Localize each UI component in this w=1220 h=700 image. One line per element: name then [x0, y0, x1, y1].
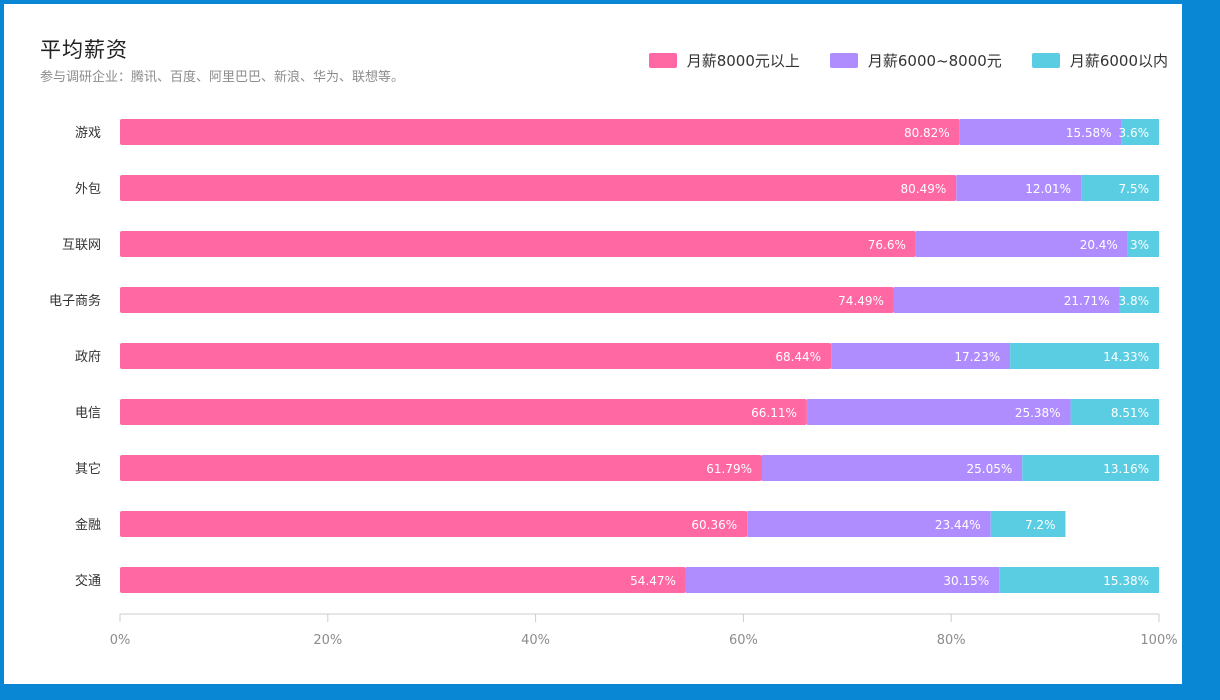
data-label: 3.6%: [1119, 126, 1150, 140]
bar-segment-series-1[interactable]: [120, 511, 748, 537]
bar-segment-series-2[interactable]: [915, 231, 1128, 257]
category-label: 政府: [75, 350, 101, 365]
data-label: 7.5%: [1119, 182, 1150, 196]
legend-item-series-1[interactable]: 月薪8000元以上: [648, 50, 800, 71]
data-label: 61.79%: [706, 462, 752, 476]
data-label: 21.71%: [1064, 294, 1110, 308]
bar-segment-series-3[interactable]: [1081, 175, 1159, 201]
category-label: 互联网: [62, 238, 101, 253]
data-label: 13.16%: [1103, 462, 1149, 476]
chart-title: 平均薪资: [40, 38, 128, 62]
bar-segment-series-2[interactable]: [747, 511, 991, 537]
legend-item-series-3[interactable]: 月薪6000以内: [1031, 50, 1168, 71]
data-label: 12.01%: [1025, 182, 1071, 196]
data-label: 14.33%: [1103, 350, 1149, 364]
bar-segment-series-1[interactable]: [120, 175, 957, 201]
legend-item-series-2[interactable]: 月薪6000~8000元: [829, 50, 1002, 71]
category-label: 游戏: [75, 126, 101, 141]
data-label: 80.82%: [904, 126, 950, 140]
bar-segment-series-1[interactable]: [120, 119, 960, 145]
bar-segment-series-2[interactable]: [806, 399, 1071, 425]
bar-segment-series-3[interactable]: [1121, 119, 1159, 145]
data-label: 76.6%: [868, 238, 906, 252]
legend-swatch-series-2: [829, 53, 858, 68]
bar-segment-series-2[interactable]: [959, 119, 1122, 145]
bar-segment-series-3[interactable]: [1022, 455, 1159, 481]
legend-swatch-series-1: [648, 53, 677, 68]
data-label: 66.11%: [751, 406, 797, 420]
data-label: 15.38%: [1103, 574, 1149, 588]
bar-segment-series-3[interactable]: [1119, 287, 1159, 313]
category-label: 电信: [75, 406, 101, 421]
chart-subtitle: 参与调研企业：腾讯、百度、阿里巴巴、新浪、华为、联想等。: [40, 70, 405, 85]
x-tick-label: 40%: [521, 633, 550, 648]
data-label: 3%: [1130, 238, 1149, 252]
bar-segment-series-2[interactable]: [956, 175, 1082, 201]
bar-segment-series-3[interactable]: [1010, 343, 1159, 369]
data-label: 25.05%: [967, 462, 1013, 476]
data-label: 68.44%: [775, 350, 821, 364]
bar-segment-series-1[interactable]: [120, 287, 894, 313]
bar-segment-series-2[interactable]: [831, 343, 1011, 369]
x-tick-label: 20%: [313, 633, 342, 648]
bar-segment-series-2[interactable]: [685, 567, 1000, 593]
data-label: 54.47%: [630, 574, 676, 588]
data-label: 74.49%: [838, 294, 884, 308]
data-label: 30.15%: [943, 574, 989, 588]
bar-segment-series-2[interactable]: [761, 455, 1023, 481]
category-label: 金融: [75, 517, 101, 533]
x-tick-label: 80%: [937, 633, 966, 648]
data-label: 60.36%: [691, 518, 737, 532]
data-label: 20.4%: [1080, 238, 1118, 252]
data-label: 7.2%: [1025, 518, 1056, 532]
data-label: 25.38%: [1015, 406, 1061, 420]
x-tick-label: 60%: [729, 633, 758, 648]
bar-segment-series-2[interactable]: [893, 287, 1120, 313]
data-label: 8.51%: [1111, 406, 1149, 420]
data-label: 80.49%: [901, 182, 947, 196]
bar-segment-series-3[interactable]: [1070, 399, 1159, 425]
category-label: 外包: [75, 182, 101, 197]
bar-segment-series-1[interactable]: [120, 567, 686, 593]
data-label: 17.23%: [954, 350, 1000, 364]
bar-segment-series-3[interactable]: [990, 511, 1066, 537]
x-tick-label: 0%: [110, 633, 131, 648]
x-tick-label: 100%: [1140, 633, 1177, 648]
bar-segment-series-1[interactable]: [120, 399, 807, 425]
bar-segment-series-1[interactable]: [120, 455, 762, 481]
category-label: 交通: [75, 573, 101, 589]
category-label: 其它: [75, 461, 101, 477]
data-label: 23.44%: [935, 518, 981, 532]
legend-label-series-3: 月薪6000以内: [1069, 52, 1168, 70]
data-label: 3.8%: [1119, 294, 1150, 308]
bar-segment-series-1[interactable]: [120, 231, 916, 257]
bar-segment-series-1[interactable]: [120, 343, 832, 369]
chart-legend: 月薪8000元以上 月薪6000~8000元 月薪6000以内: [648, 50, 1168, 71]
legend-label-series-1: 月薪8000元以上: [686, 52, 800, 70]
category-label: 电子商务: [49, 293, 101, 309]
bar-segment-series-3[interactable]: [999, 567, 1159, 593]
bar-segment-series-3[interactable]: [1127, 231, 1159, 257]
legend-label-series-2: 月薪6000~8000元: [867, 52, 1002, 70]
legend-swatch-series-3: [1031, 53, 1060, 68]
data-label: 15.58%: [1066, 126, 1112, 140]
